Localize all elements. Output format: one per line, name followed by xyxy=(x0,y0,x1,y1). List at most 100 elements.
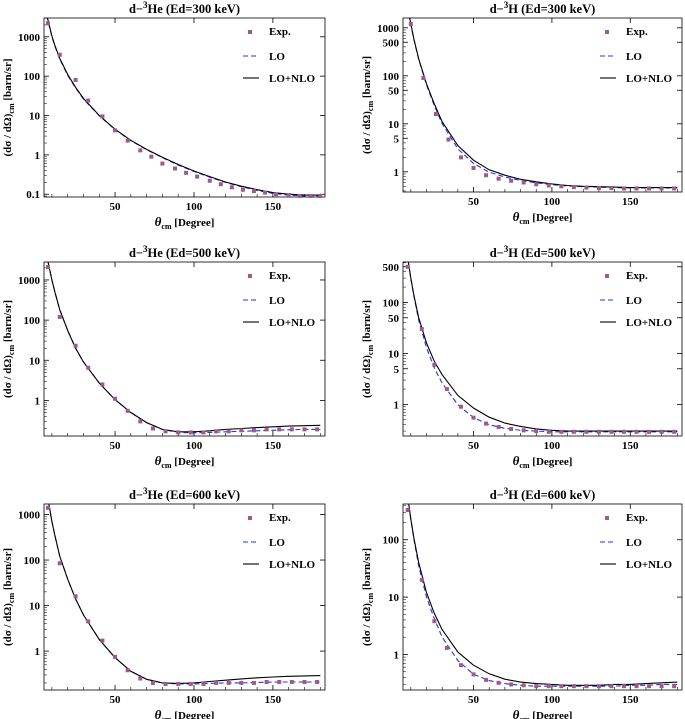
exp-point xyxy=(571,185,576,190)
chart-title: d−3H (Ed=600 keV) xyxy=(490,486,596,502)
legend-exp-marker xyxy=(605,30,609,34)
exp-point xyxy=(113,654,118,659)
exp-point xyxy=(251,428,256,433)
y-tick-label: 10 xyxy=(29,601,41,613)
exp-point xyxy=(240,187,245,192)
exp-point xyxy=(86,98,91,103)
exp-point xyxy=(496,425,501,430)
exp-point xyxy=(484,421,489,426)
exp-point xyxy=(584,185,589,190)
chart-title: d−3H (Ed=300 keV) xyxy=(490,0,596,16)
exp-point xyxy=(647,684,652,689)
y-tick-label: 1 xyxy=(35,646,41,658)
legend-exp-marker xyxy=(248,516,252,520)
exp-point xyxy=(274,192,279,197)
x-tick-label: 100 xyxy=(544,440,561,452)
exp-point xyxy=(596,429,601,434)
lo-curve xyxy=(47,262,321,434)
exp-point xyxy=(195,174,200,179)
exp-point xyxy=(534,182,539,187)
exp-point xyxy=(214,680,219,685)
exp-point xyxy=(229,185,234,190)
legend-nlo-label: LO+NLO xyxy=(269,559,315,571)
chart-title: d−3H (Ed=500 keV) xyxy=(490,244,596,260)
exp-point xyxy=(433,112,438,117)
exp-point xyxy=(622,186,627,191)
legend-exp-label: Exp. xyxy=(626,512,648,524)
exp-point xyxy=(446,137,451,142)
exp-point xyxy=(100,638,105,643)
panel-3: d−3He (Ed=500 keV) 50 100 150 1 10 100 1000 θcm … xyxy=(2,244,326,470)
exp-point xyxy=(622,684,627,689)
exp-point xyxy=(496,176,501,181)
exp-point xyxy=(609,429,614,434)
exp-point xyxy=(207,178,212,183)
exp-point xyxy=(471,166,476,171)
y-tick-label: 1000 xyxy=(18,275,41,287)
x-axis-label: θcm [Degree] xyxy=(513,209,573,226)
exp-point xyxy=(596,684,601,689)
exp-point xyxy=(471,415,476,420)
exp-point xyxy=(634,186,639,191)
exp-point xyxy=(509,178,514,183)
exp-point xyxy=(239,680,244,685)
exp-point xyxy=(297,194,302,199)
exp-point xyxy=(277,427,282,432)
exp-point xyxy=(201,430,206,435)
y-axis-label: (dσ / dΩ)cm [barn/sr] xyxy=(2,58,16,156)
lo-nlo-curve xyxy=(407,262,678,432)
y-tick-label: 0.1 xyxy=(26,189,40,201)
exp-point xyxy=(73,343,78,348)
chart-title: d−3He (Ed=500 keV) xyxy=(129,244,240,260)
exp-point xyxy=(458,663,463,668)
y-tick-label: 100 xyxy=(24,555,41,567)
exp-point xyxy=(609,186,614,191)
x-axis-label: θcm [Degree] xyxy=(155,707,215,719)
exp-point xyxy=(458,404,463,409)
exp-point xyxy=(188,681,193,686)
exp-point xyxy=(176,681,181,686)
legend-nlo-label: LO+NLO xyxy=(626,559,672,571)
exp-point xyxy=(405,508,410,513)
exp-point xyxy=(289,427,294,432)
exp-point xyxy=(263,190,268,195)
exp-point xyxy=(509,426,514,431)
x-tick-label: 100 xyxy=(186,694,203,706)
exp-point xyxy=(308,194,313,199)
x-tick-label: 150 xyxy=(265,694,282,706)
exp-point xyxy=(86,365,91,370)
exp-point xyxy=(419,327,424,332)
legend-lo-label: LO xyxy=(626,295,642,307)
exp-point xyxy=(214,429,219,434)
y-tick-label: 50 xyxy=(388,85,400,97)
legend-exp-marker xyxy=(605,516,609,520)
exp-point xyxy=(218,182,223,187)
plot-frame xyxy=(402,503,683,691)
y-tick-label: 1 xyxy=(394,167,400,179)
x-tick-label: 100 xyxy=(186,201,203,213)
exp-point xyxy=(647,429,652,434)
y-tick-label: 1000 xyxy=(377,23,400,35)
y-axis-label: (dσ / dΩ)cm [barn/sr] xyxy=(2,300,16,398)
exp-point xyxy=(571,684,576,689)
lo-nlo-curve xyxy=(408,504,678,686)
exp-point xyxy=(125,408,130,413)
exp-point xyxy=(634,429,639,434)
exp-point xyxy=(138,419,143,424)
y-tick-label: 100 xyxy=(383,535,400,547)
exp-point xyxy=(251,189,256,194)
exp-point xyxy=(408,21,413,26)
legend-lo-label: LO xyxy=(269,295,285,307)
x-axis-label: θcm [Degree] xyxy=(513,707,573,719)
y-tick-label: 5 xyxy=(394,133,400,145)
exp-point xyxy=(57,314,62,319)
exp-point xyxy=(173,166,178,171)
exp-point xyxy=(405,264,410,269)
exp-point xyxy=(150,680,155,685)
y-tick-label: 1 xyxy=(35,150,41,162)
legend-nlo-label: LO+NLO xyxy=(626,73,672,85)
exp-point xyxy=(471,672,476,677)
x-tick-label: 50 xyxy=(110,694,122,706)
legend-exp-marker xyxy=(248,30,252,34)
exp-point xyxy=(521,180,526,185)
